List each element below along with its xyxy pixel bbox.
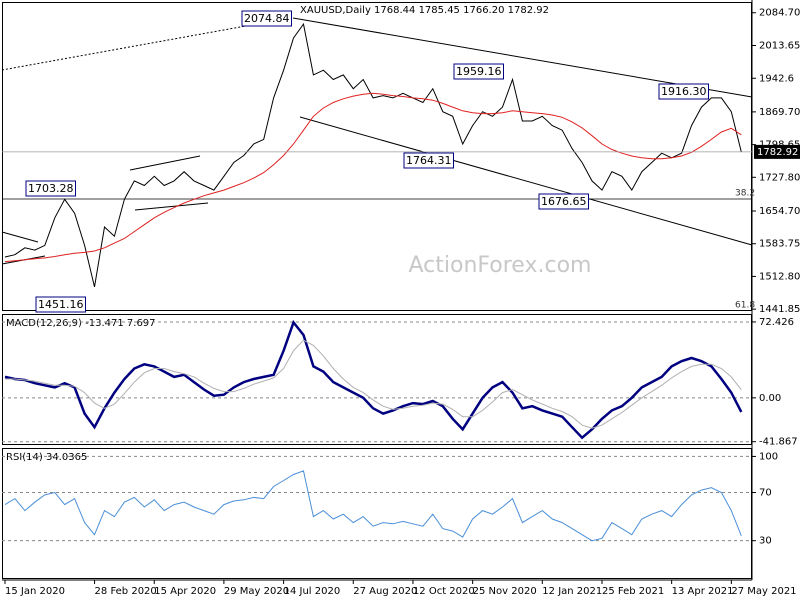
y-tick-label: 30	[759, 536, 772, 547]
last-price-label: 1782.92	[757, 147, 798, 158]
x-tick-label: 28 Feb 2020	[95, 586, 157, 597]
annotation: 1676.65	[541, 195, 587, 208]
x-tick-label: 27 May 2021	[731, 586, 796, 597]
channel-bottom	[299, 116, 753, 246]
x-tick-label: 27 Aug 2020	[353, 586, 417, 597]
rsi-title: RSI(14) 34.0365	[6, 452, 87, 463]
x-tick-label: 12 Jan 2021	[542, 586, 602, 597]
annotation: 1764.31	[406, 154, 452, 167]
y-tick-label: 72.426	[759, 317, 794, 328]
annotation-box	[25, 180, 76, 197]
annotation: 1916.30	[661, 85, 707, 98]
annotation-box	[453, 63, 504, 80]
y-tick-label: 1441.85	[759, 304, 800, 315]
trend-line	[1, 17, 291, 71]
macd-title: MACD(12,26,9) -13.471 7.697	[6, 318, 156, 329]
watermark: ActionForex.com	[409, 253, 592, 278]
y-tick-label: 2084.70	[759, 8, 800, 19]
y-tick-label: 1654.70	[759, 206, 800, 217]
x-tick-label: 15 Apr 2020	[154, 586, 216, 597]
annotation-box	[35, 296, 86, 313]
annotation-box	[403, 152, 454, 169]
y-tick-label: 1727.80	[759, 172, 800, 183]
x-tick-label: 25 Feb 2021	[602, 586, 664, 597]
triangle-line	[129, 155, 201, 171]
y-tick-label: -41.867	[759, 437, 798, 448]
y-tick-label: 1942.6	[759, 73, 794, 84]
annotation: 1451.16	[38, 298, 84, 311]
series-line	[4, 22, 742, 288]
y-tick-label: 70	[759, 488, 772, 499]
series-line	[4, 470, 742, 542]
annotation-box	[538, 193, 589, 210]
y-tick-label: 1583.75	[759, 239, 800, 250]
annotation: 61.8	[735, 301, 755, 311]
x-tick-label: 14 Jul 2020	[284, 586, 341, 597]
annotation-box	[241, 10, 292, 27]
triangle-line	[1, 231, 39, 243]
annotation: 38.2	[735, 189, 755, 199]
x-tick-label: 29 May 2020	[224, 586, 289, 597]
x-tick-label: 12 Oct 2020	[413, 586, 475, 597]
annotation-box	[658, 83, 709, 100]
y-tick-label: 1869.70	[759, 107, 800, 118]
annotation: 2074.84	[244, 12, 290, 25]
x-tick-label: 13 Apr 2021	[672, 586, 734, 597]
x-tick-label: 25 Nov 2020	[473, 586, 537, 597]
x-tick-label: 15 Jan 2020	[5, 586, 65, 597]
y-tick-label: 2013.65	[759, 41, 800, 52]
y-tick-label: 0.00	[759, 393, 781, 404]
series-line	[4, 319, 743, 440]
triangle-line	[134, 202, 209, 211]
annotation: 1959.16	[456, 65, 502, 78]
series-line	[5, 339, 742, 429]
last-price-box	[754, 144, 800, 159]
chart-title: XAUUSD,Daily 1768.44 1785.45 1766.20 178…	[300, 5, 549, 16]
annotation: 1703.28	[28, 182, 74, 195]
y-tick-label: 1512.80	[759, 271, 800, 282]
y-tick-label: 100	[759, 451, 778, 462]
